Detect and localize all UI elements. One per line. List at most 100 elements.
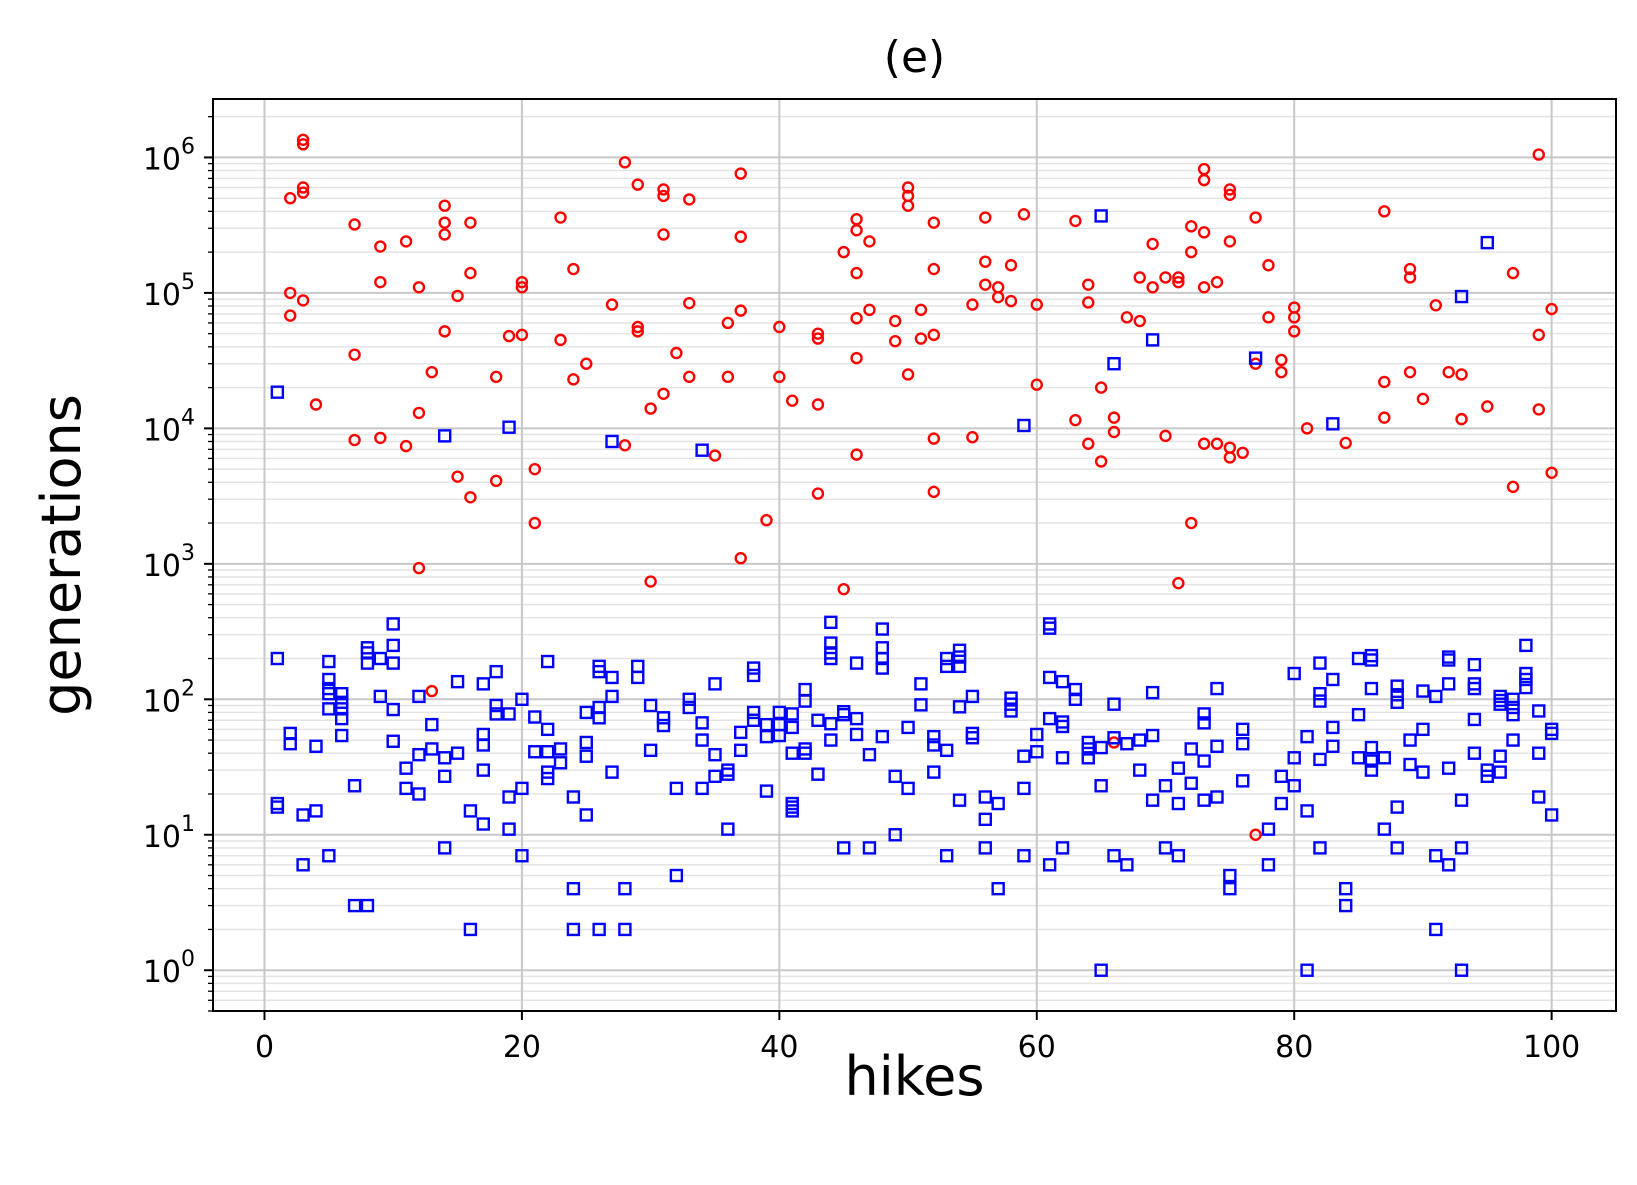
data-point-circle <box>1403 271 1417 284</box>
data-point-square <box>824 717 838 731</box>
data-point-circle <box>1532 148 1545 161</box>
data-point-circle <box>1030 378 1043 391</box>
data-point-square <box>1313 656 1327 670</box>
data-point-square <box>335 711 349 726</box>
data-point-circle <box>863 303 876 317</box>
data-point-square <box>695 781 709 796</box>
data-point-circle <box>1416 392 1430 406</box>
data-point-circle <box>296 181 310 194</box>
data-point-square <box>682 700 696 715</box>
data-point-square <box>1544 808 1559 822</box>
data-point-square <box>1390 841 1404 855</box>
data-point-square <box>1467 746 1482 760</box>
data-point-circle <box>348 348 361 361</box>
data-point-circle <box>515 281 529 294</box>
data-point-square <box>643 743 658 758</box>
data-point-square <box>1326 739 1340 753</box>
data-point-circle <box>502 329 516 343</box>
data-point-square <box>1248 351 1263 365</box>
data-point-square <box>927 729 941 744</box>
data-point-square <box>1506 707 1520 722</box>
data-point-circle <box>1197 437 1211 450</box>
data-point-circle <box>773 370 786 384</box>
data-point-circle <box>284 192 297 205</box>
data-point-circle <box>914 303 928 317</box>
data-point-square <box>1107 849 1121 863</box>
data-point-circle <box>438 325 451 338</box>
data-point-circle <box>644 402 657 415</box>
data-point-circle <box>979 255 992 268</box>
data-point-square <box>1326 720 1340 735</box>
data-point-square <box>1480 235 1494 250</box>
x-tick-label: 20 <box>503 1030 541 1065</box>
data-point-square <box>1338 898 1353 913</box>
data-point-square <box>618 922 632 937</box>
x-tick-label: 40 <box>760 1030 798 1065</box>
data-point-circle <box>1339 436 1352 450</box>
y-tick-label: 105 <box>143 270 195 313</box>
data-point-circle <box>1249 828 1262 841</box>
data-point-circle <box>1210 275 1224 289</box>
data-point-square <box>322 849 336 863</box>
data-point-square <box>824 615 838 630</box>
data-point-square <box>1493 697 1507 711</box>
data-point-square <box>1364 681 1379 696</box>
data-point-square <box>1042 670 1057 685</box>
data-point-circle <box>489 370 503 384</box>
data-point-circle <box>1120 311 1134 324</box>
data-point-square <box>1197 754 1211 768</box>
data-point-circle <box>850 266 863 280</box>
data-point-square <box>1068 692 1083 706</box>
data-point-circle <box>1223 188 1237 201</box>
data-point-square <box>875 651 890 666</box>
data-point-circle <box>837 245 850 259</box>
data-point-circle <box>1159 429 1172 443</box>
data-point-circle <box>1172 275 1185 289</box>
data-point-square <box>437 841 452 855</box>
data-point-circle <box>618 156 632 169</box>
data-point-square <box>631 670 645 685</box>
data-point-square <box>450 746 465 760</box>
data-point-circle <box>1146 237 1159 251</box>
data-point-square <box>347 779 362 793</box>
data-point-square <box>1338 881 1353 896</box>
data-point-square <box>437 751 452 765</box>
data-point-square <box>412 747 426 762</box>
data-point-square <box>1120 858 1134 872</box>
data-point-square <box>322 702 336 716</box>
data-point-square <box>1120 737 1134 751</box>
data-point-square <box>1171 796 1186 811</box>
data-point-circle <box>515 328 529 342</box>
data-point-square <box>347 898 362 913</box>
data-point-circle <box>309 398 323 411</box>
data-point-square <box>1467 681 1482 696</box>
data-point-square <box>952 643 967 657</box>
data-point-square <box>1326 417 1340 431</box>
data-point-square <box>1300 804 1314 818</box>
data-point-circle <box>657 189 670 203</box>
data-point-circle <box>888 334 902 348</box>
data-point-square <box>849 656 864 670</box>
data-point-circle <box>979 278 992 291</box>
data-point-square <box>322 686 336 701</box>
data-point-circle <box>786 394 799 407</box>
data-point-square <box>476 738 491 752</box>
data-point-square <box>1145 333 1160 347</box>
data-point-circle <box>1506 266 1520 280</box>
data-point-circle <box>1017 208 1031 221</box>
data-point-square <box>566 922 581 937</box>
data-point-circle <box>567 262 580 276</box>
data-point-square <box>1441 650 1456 664</box>
data-point-circle <box>991 281 1005 294</box>
data-point-square <box>1094 209 1108 223</box>
data-point-square <box>1377 751 1392 765</box>
data-point-circle <box>1532 328 1545 342</box>
data-point-circle <box>1172 271 1185 284</box>
data-point-square <box>785 707 799 721</box>
data-point-square <box>335 728 349 743</box>
data-point-square <box>1017 418 1031 433</box>
data-point-square <box>1506 733 1520 747</box>
data-point-circle <box>1378 411 1391 424</box>
data-point-circle <box>734 304 747 317</box>
data-point-circle <box>1082 437 1095 450</box>
